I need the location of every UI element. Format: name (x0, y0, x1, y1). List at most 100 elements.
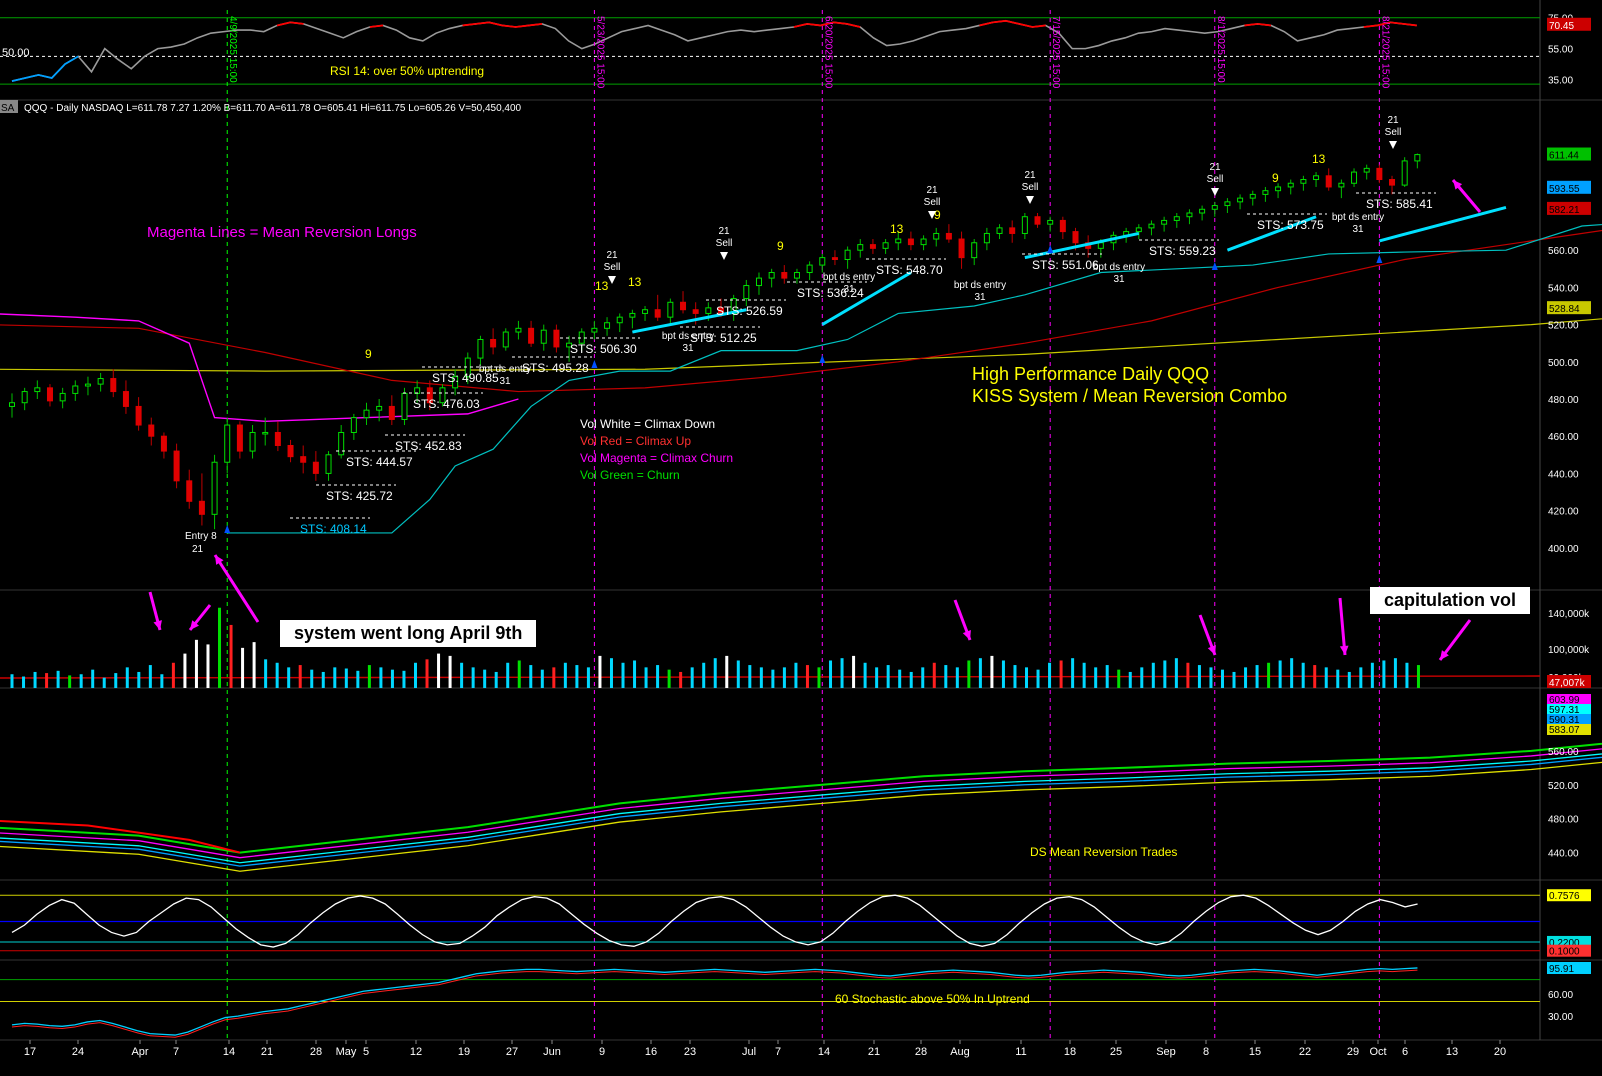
candle-body (515, 327, 522, 333)
last-price-arrow-head (1453, 180, 1463, 190)
volume-bar (160, 674, 164, 688)
rsi-overbought-segment (1376, 21, 1391, 27)
volume-tick-label: 140,000k (1548, 609, 1590, 620)
volume-bar (1048, 662, 1052, 688)
sell-label: Sell (924, 197, 941, 208)
volume-bar (1117, 669, 1121, 688)
volume-bar (817, 667, 821, 688)
price-tick-label: 560.00 (1548, 246, 1579, 257)
candle-body (274, 431, 281, 447)
ma-panel-label: DS Mean Reversion Trades (1030, 845, 1177, 859)
candle-body (1325, 175, 1332, 188)
volume-bar (356, 670, 360, 688)
volume-arrow-head (1440, 650, 1449, 660)
bpt-sub-label: 31 (1352, 224, 1364, 235)
volume-bar (448, 655, 452, 688)
sell-label: Sell (1022, 182, 1039, 193)
volume-bar (68, 675, 72, 688)
ma-badge (1547, 704, 1591, 715)
date-marker-label: 8/1/2025 15:00 (1215, 16, 1226, 83)
candle-body (46, 387, 53, 402)
candle-body (1249, 193, 1256, 199)
volume-bar (45, 673, 49, 688)
ma-yellow-line (0, 318, 1602, 372)
x-tick-label: 24 (72, 1046, 84, 1058)
candle-body (97, 378, 104, 385)
volume-bar (1244, 667, 1248, 688)
volume-bar (344, 668, 348, 688)
candle-body (540, 329, 547, 344)
volume-bar (1151, 662, 1155, 688)
volume-bar (379, 667, 383, 688)
candle-body (667, 301, 674, 318)
volume-bar (794, 662, 798, 688)
sequence-number: 9 (777, 239, 784, 253)
rsi-left-value: 50.00 (2, 47, 30, 59)
volume-bar (563, 662, 567, 688)
ma-magenta-line (0, 313, 519, 423)
candle-body (793, 272, 800, 279)
sell-count-label: 21 (926, 185, 938, 196)
volume-bar (102, 677, 106, 688)
volume-bar (1197, 665, 1201, 688)
volume-bar (1140, 667, 1144, 688)
sell-count-label: 21 (718, 226, 730, 237)
volume-bar (148, 665, 152, 688)
candle-body (1186, 212, 1193, 218)
volume-bar (1416, 665, 1420, 688)
x-tick-label: 17 (24, 1046, 36, 1058)
volume-bar (402, 670, 406, 688)
volume-bar (1347, 671, 1351, 688)
volume-bar (298, 665, 302, 688)
x-tick-label: 22 (1299, 1046, 1311, 1058)
volume-bar (310, 669, 314, 688)
volume-bar (1370, 662, 1374, 688)
volume-bar (506, 662, 510, 688)
sts-label: STS: 408.14 (300, 522, 367, 536)
sell-label: Sell (1207, 174, 1224, 185)
volume-bar (679, 671, 683, 688)
volume-tick-label: 100,000k (1548, 645, 1590, 656)
bpt-label: bpt ds entry (1093, 262, 1145, 273)
rsi-overbought-segment (528, 23, 543, 27)
sell-arrow-icon (608, 276, 616, 284)
candle-body (705, 307, 712, 314)
x-tick-label: 9 (599, 1046, 605, 1058)
candle-body (781, 272, 788, 279)
rsi-overbought-segment (1244, 23, 1258, 27)
price-badge (1547, 201, 1591, 215)
volume-bar (471, 667, 475, 688)
rsi-overbought-segment (369, 24, 384, 28)
entry-arrow-icon (1047, 245, 1054, 253)
candle-body (604, 322, 611, 329)
volume-bar (483, 669, 487, 688)
x-tick-label: 16 (645, 1046, 657, 1058)
price-badge (1547, 301, 1591, 315)
rsi-overbought-segment (820, 21, 834, 27)
candle-body (262, 431, 269, 435)
candle-body (249, 431, 256, 452)
rsi-tick-label: 55.00 (1548, 45, 1573, 56)
volume-bar (713, 658, 717, 688)
callout-arrow-head (215, 555, 224, 565)
candle-body (1275, 186, 1282, 192)
volume-bar (1209, 667, 1213, 688)
rsi-overbought-segment (846, 23, 861, 28)
volume-bar (1313, 665, 1317, 688)
sell-count-label: 21 (1209, 162, 1221, 173)
price-badge (1547, 180, 1591, 194)
volume-bar (852, 655, 856, 688)
sell-label: Sell (1385, 127, 1402, 138)
volume-bar (437, 653, 441, 688)
candle-body (34, 387, 41, 393)
rsi-overbought-segment (992, 19, 1007, 24)
candle-body (21, 391, 28, 404)
volume-bar (621, 662, 625, 688)
candle-body (907, 238, 914, 246)
candle-body (160, 435, 167, 452)
volume-bar (540, 669, 544, 688)
volume-bar (840, 658, 844, 688)
stoch-last-badge (1547, 961, 1591, 974)
volume-bar (183, 653, 187, 688)
